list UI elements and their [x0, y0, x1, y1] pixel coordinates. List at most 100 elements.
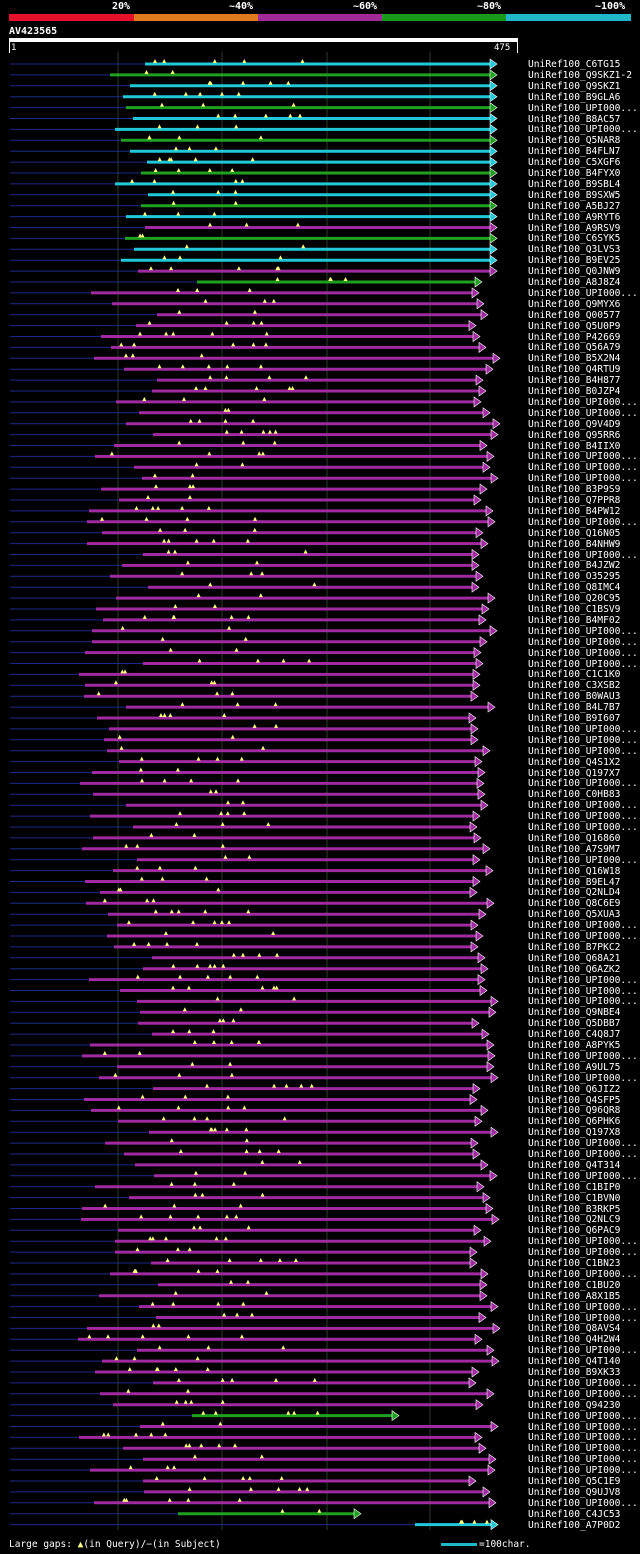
hit-name-link[interactable]: UniRef100_Q5C1E9: [528, 1476, 621, 1487]
hit-name-link[interactable]: UniRef100_Q2NLC9: [528, 1214, 621, 1226]
hit-name-link[interactable]: UniRef100_A9RSV9: [528, 222, 621, 234]
hit-name-link[interactable]: UniRef100_UPI000...: [528, 549, 638, 561]
hit-name-link[interactable]: UniRef100_Q4RTU9: [528, 364, 621, 376]
hit-name-link[interactable]: UniRef100_A9RYT6: [528, 211, 621, 223]
hit-name-link[interactable]: UniRef100_C1BVN0: [528, 1192, 621, 1204]
hit-name-link[interactable]: UniRef100_Q4T314: [528, 1159, 621, 1171]
hit-name-link[interactable]: UniRef100_C5XGF6: [528, 157, 621, 169]
hit-name-link[interactable]: UniRef100_UPI000...: [528, 407, 638, 419]
hit-name-link[interactable]: UniRef100_Q6PAC9: [528, 1225, 621, 1237]
hit-name-link[interactable]: UniRef100_B8AC57: [528, 113, 621, 125]
hit-name-link[interactable]: UniRef100_UPI000...: [528, 920, 638, 932]
hit-name-link[interactable]: UniRef100_B9EL47: [528, 876, 621, 888]
hit-name-link[interactable]: UniRef100_A7S9M7: [528, 843, 621, 855]
hit-name-link[interactable]: UniRef100_B4JZW2: [528, 560, 621, 572]
hit-name-link[interactable]: UniRef100_A5BJ27: [528, 200, 621, 212]
hit-name-link[interactable]: UniRef100_Q56A79: [528, 342, 621, 354]
hit-name-link[interactable]: UniRef100_UPI000...: [528, 451, 638, 463]
hit-name-link[interactable]: UniRef100_UPI000...: [528, 1138, 638, 1150]
hit-name-link[interactable]: UniRef100_Q16W18: [528, 865, 621, 877]
hit-name-link[interactable]: UniRef100_UPI000...: [528, 658, 638, 670]
hit-name-link[interactable]: UniRef100_UPI000...: [528, 287, 638, 299]
hit-name-link[interactable]: UniRef100_Q5U0P9: [528, 320, 621, 332]
hit-name-link[interactable]: UniRef100_UPI000...: [528, 473, 638, 485]
hit-name-link[interactable]: UniRef100_B9GLA6: [528, 91, 621, 103]
hit-name-link[interactable]: UniRef100_Q6JIZ2: [528, 1083, 621, 1095]
hit-name-link[interactable]: UniRef100_Q6AZK2: [528, 963, 621, 975]
hit-name-link[interactable]: UniRef100_Q4T140: [528, 1356, 621, 1368]
hit-name-link[interactable]: UniRef100_B9I607: [528, 713, 621, 724]
hit-name-link[interactable]: UniRef100_Q96QR8: [528, 1105, 621, 1117]
hit-name-link[interactable]: UniRef100_UPI000...: [528, 734, 638, 746]
hit-name-link[interactable]: UniRef100_Q00577: [528, 309, 621, 321]
hit-name-link[interactable]: UniRef100_B9SBL4: [528, 178, 621, 190]
hit-name-link[interactable]: UniRef100_Q2NLD4: [528, 887, 621, 899]
hit-name-link[interactable]: UniRef100_UPI000...: [528, 124, 638, 136]
hit-name-link[interactable]: UniRef100_C4JC53: [528, 1508, 621, 1520]
hit-name-link[interactable]: UniRef100_B5X2N4: [528, 353, 621, 365]
hit-name-link[interactable]: UniRef100_UPI000...: [528, 1312, 638, 1324]
hit-name-link[interactable]: UniRef100_UPI000...: [528, 647, 638, 659]
hit-name-link[interactable]: UniRef100_Q9NBE4: [528, 1007, 621, 1019]
hit-name-link[interactable]: UniRef100_Q197X7: [528, 767, 621, 779]
hit-name-link[interactable]: UniRef100_UPI000...: [528, 974, 638, 986]
hit-name-link[interactable]: UniRef100_C1BIP0: [528, 1181, 621, 1193]
hit-name-link[interactable]: UniRef100_UPI000...: [528, 1050, 638, 1062]
hit-name-link[interactable]: UniRef100_B4IIX0: [528, 440, 621, 452]
hit-name-link[interactable]: UniRef100_Q5NAR8: [528, 135, 621, 147]
hit-name-link[interactable]: UniRef100_B4PW12: [528, 505, 621, 517]
hit-name-link[interactable]: UniRef100_C0HB83: [528, 789, 621, 801]
hit-name-link[interactable]: UniRef100_Q0JNW9: [528, 266, 621, 278]
hit-name-link[interactable]: UniRef100_UPI000...: [528, 1345, 638, 1357]
hit-name-link[interactable]: UniRef100_B7PKC2: [528, 941, 621, 953]
hit-name-link[interactable]: UniRef100_Q94230: [528, 1399, 621, 1411]
hit-name-link[interactable]: UniRef100_C1BU20: [528, 1279, 621, 1291]
hit-name-link[interactable]: UniRef100_UPI000...: [528, 102, 638, 114]
hit-name-link[interactable]: UniRef100_Q9SKZ1-2: [528, 69, 632, 81]
hit-name-link[interactable]: UniRef100_UPI000...: [528, 636, 638, 648]
hit-name-link[interactable]: UniRef100_B9SXW5: [528, 189, 621, 201]
hit-name-link[interactable]: UniRef100_C3XSB2: [528, 680, 621, 692]
hit-name-link[interactable]: UniRef100_B0WAU3: [528, 691, 621, 703]
hit-name-link[interactable]: UniRef100_O35295: [528, 571, 621, 583]
hit-name-link[interactable]: UniRef100_Q9V4D9: [528, 418, 621, 430]
hit-name-link[interactable]: UniRef100_A7P0D2: [528, 1519, 621, 1531]
hit-name-link[interactable]: UniRef100_UPI000...: [528, 800, 638, 812]
hit-name-link[interactable]: UniRef100_Q8AVS4: [528, 1323, 621, 1335]
hit-name-link[interactable]: UniRef100_UPI000...: [528, 745, 638, 757]
hit-name-link[interactable]: UniRef100_UPI000...: [528, 1497, 638, 1509]
hit-name-link[interactable]: UniRef100_UPI000...: [528, 1149, 638, 1160]
hit-name-link[interactable]: UniRef100_Q20C95: [528, 593, 621, 605]
hit-name-link[interactable]: UniRef100_Q4S1X2: [528, 756, 621, 768]
hit-name-link[interactable]: UniRef100_Q197X8: [528, 1127, 621, 1139]
hit-name-link[interactable]: UniRef100_Q3LVS3: [528, 244, 621, 256]
hit-name-link[interactable]: UniRef100_B4NHW9: [528, 538, 621, 550]
hit-name-link[interactable]: UniRef100_Q5DBB7: [528, 1018, 621, 1030]
hit-name-link[interactable]: UniRef100_UPI000...: [528, 723, 638, 735]
hit-name-link[interactable]: UniRef100_A8PYK5: [528, 1040, 621, 1051]
hit-name-link[interactable]: UniRef100_UPI000...: [528, 778, 638, 790]
hit-name-link[interactable]: UniRef100_C4Q8J7: [528, 1029, 621, 1041]
hit-name-link[interactable]: UniRef100_A9UL75: [528, 1061, 621, 1073]
hit-name-link[interactable]: UniRef100_C1BN23: [528, 1258, 621, 1269]
hit-name-link[interactable]: UniRef100_UPI000...: [528, 931, 638, 942]
hit-name-link[interactable]: UniRef100_UPI000...: [528, 1465, 638, 1477]
hit-name-link[interactable]: UniRef100_UPI000...: [528, 854, 638, 866]
hit-name-link[interactable]: UniRef100_UPI000...: [528, 396, 638, 408]
hit-name-link[interactable]: UniRef100_UPI000...: [528, 1072, 638, 1084]
hit-name-link[interactable]: UniRef100_Q95RR6: [528, 429, 621, 441]
hit-name-link[interactable]: UniRef100_P42669: [528, 331, 621, 343]
hit-name-link[interactable]: UniRef100_UPI000...: [528, 985, 638, 997]
hit-name-link[interactable]: UniRef100_UPI000...: [528, 996, 638, 1008]
hit-name-link[interactable]: UniRef100_UPI000...: [528, 462, 638, 474]
hit-name-link[interactable]: UniRef100_B4H877: [528, 375, 621, 387]
hit-name-link[interactable]: UniRef100_UPI000...: [528, 1454, 638, 1466]
hit-name-link[interactable]: UniRef100_UPI000...: [528, 1432, 638, 1444]
hit-name-link[interactable]: UniRef100_B9EV25: [528, 255, 621, 267]
hit-name-link[interactable]: UniRef100_Q8C6E9: [528, 898, 621, 910]
hit-name-link[interactable]: UniRef100_Q7PPR8: [528, 495, 621, 506]
hit-name-link[interactable]: UniRef100_Q8IMC4: [528, 582, 621, 594]
hit-name-link[interactable]: UniRef100_Q16N05: [528, 527, 621, 539]
hit-name-link[interactable]: UniRef100_A8X1B5: [528, 1290, 621, 1302]
hit-name-link[interactable]: UniRef100_UPI000...: [528, 1170, 638, 1182]
